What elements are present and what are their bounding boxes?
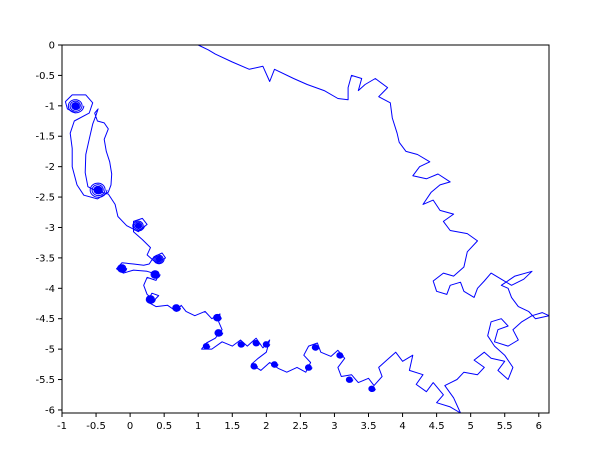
- x-tick-label: 3.5: [361, 421, 377, 432]
- x-tick-label: 5.5: [497, 421, 513, 432]
- y-tick-label: -1.5: [35, 132, 55, 143]
- y-tick-label: -1: [45, 101, 55, 112]
- spiral-core: [306, 365, 311, 369]
- spiral-core: [272, 362, 277, 366]
- x-tick-label: 1: [195, 421, 201, 432]
- y-tick-label: -6: [45, 405, 55, 416]
- spiral-core: [148, 297, 153, 302]
- x-tick-label: -0.5: [86, 421, 106, 432]
- spiral-core: [204, 344, 209, 348]
- y-tick-label: -2.5: [35, 193, 55, 204]
- spiral-core: [252, 364, 256, 368]
- series-layer: [64, 44, 550, 414]
- spiral-core: [264, 342, 269, 346]
- x-tick-label: 0: [127, 421, 133, 432]
- spiral-core: [338, 353, 342, 357]
- y-tick-label: 0: [49, 41, 55, 52]
- y-tick-label: -5: [45, 345, 55, 356]
- x-tick-label: 2.5: [292, 421, 308, 432]
- spiral-core: [174, 305, 179, 310]
- spiral-core: [216, 330, 221, 335]
- x-tick-label: 3: [331, 421, 337, 432]
- x-axis: -1 -0.5 0 0.5 1 1.5 2 2.5 3 3.5 4 4.5 5 5.5 6: [57, 413, 542, 432]
- spiral-core: [152, 272, 158, 277]
- spiral-core: [313, 345, 318, 349]
- spiral-core: [155, 256, 162, 262]
- y-tick-label: -3: [45, 223, 55, 234]
- y-tick-label: -3.5: [35, 253, 55, 264]
- spiral-core: [239, 342, 243, 346]
- spiral-core: [370, 387, 374, 391]
- x-tick-label: 6: [536, 421, 542, 432]
- x-tick-label: 4.5: [429, 421, 445, 432]
- plot-frame: [61, 44, 550, 414]
- y-tick-label: -4.5: [35, 314, 55, 325]
- y-tick-label: -5.5: [35, 375, 55, 386]
- x-tick-label: 2: [263, 421, 269, 432]
- x-tick-label: 1.5: [224, 421, 240, 432]
- y-tick-label: -4: [45, 284, 55, 295]
- y-tick-label: -0.5: [35, 71, 55, 82]
- spiral-core: [119, 266, 125, 271]
- spiral-core: [71, 102, 80, 110]
- y-tick-label: -2: [45, 162, 55, 173]
- x-tick-label: 4: [399, 421, 405, 432]
- spiral-core: [254, 341, 258, 345]
- spiral-core: [215, 315, 220, 320]
- x-tick-label: -1: [57, 421, 67, 432]
- y-axis: 0 -0.5 -1 -1.5 -2 -2.5 -3 -3.5 -4 -4.5 -5 -5.5 -6: [35, 41, 62, 416]
- spiral-core: [347, 378, 352, 382]
- x-tick-label: 0.5: [156, 421, 172, 432]
- spiral-core: [135, 222, 142, 229]
- x-tick-label: 5: [467, 421, 473, 432]
- spiral-core: [93, 185, 103, 194]
